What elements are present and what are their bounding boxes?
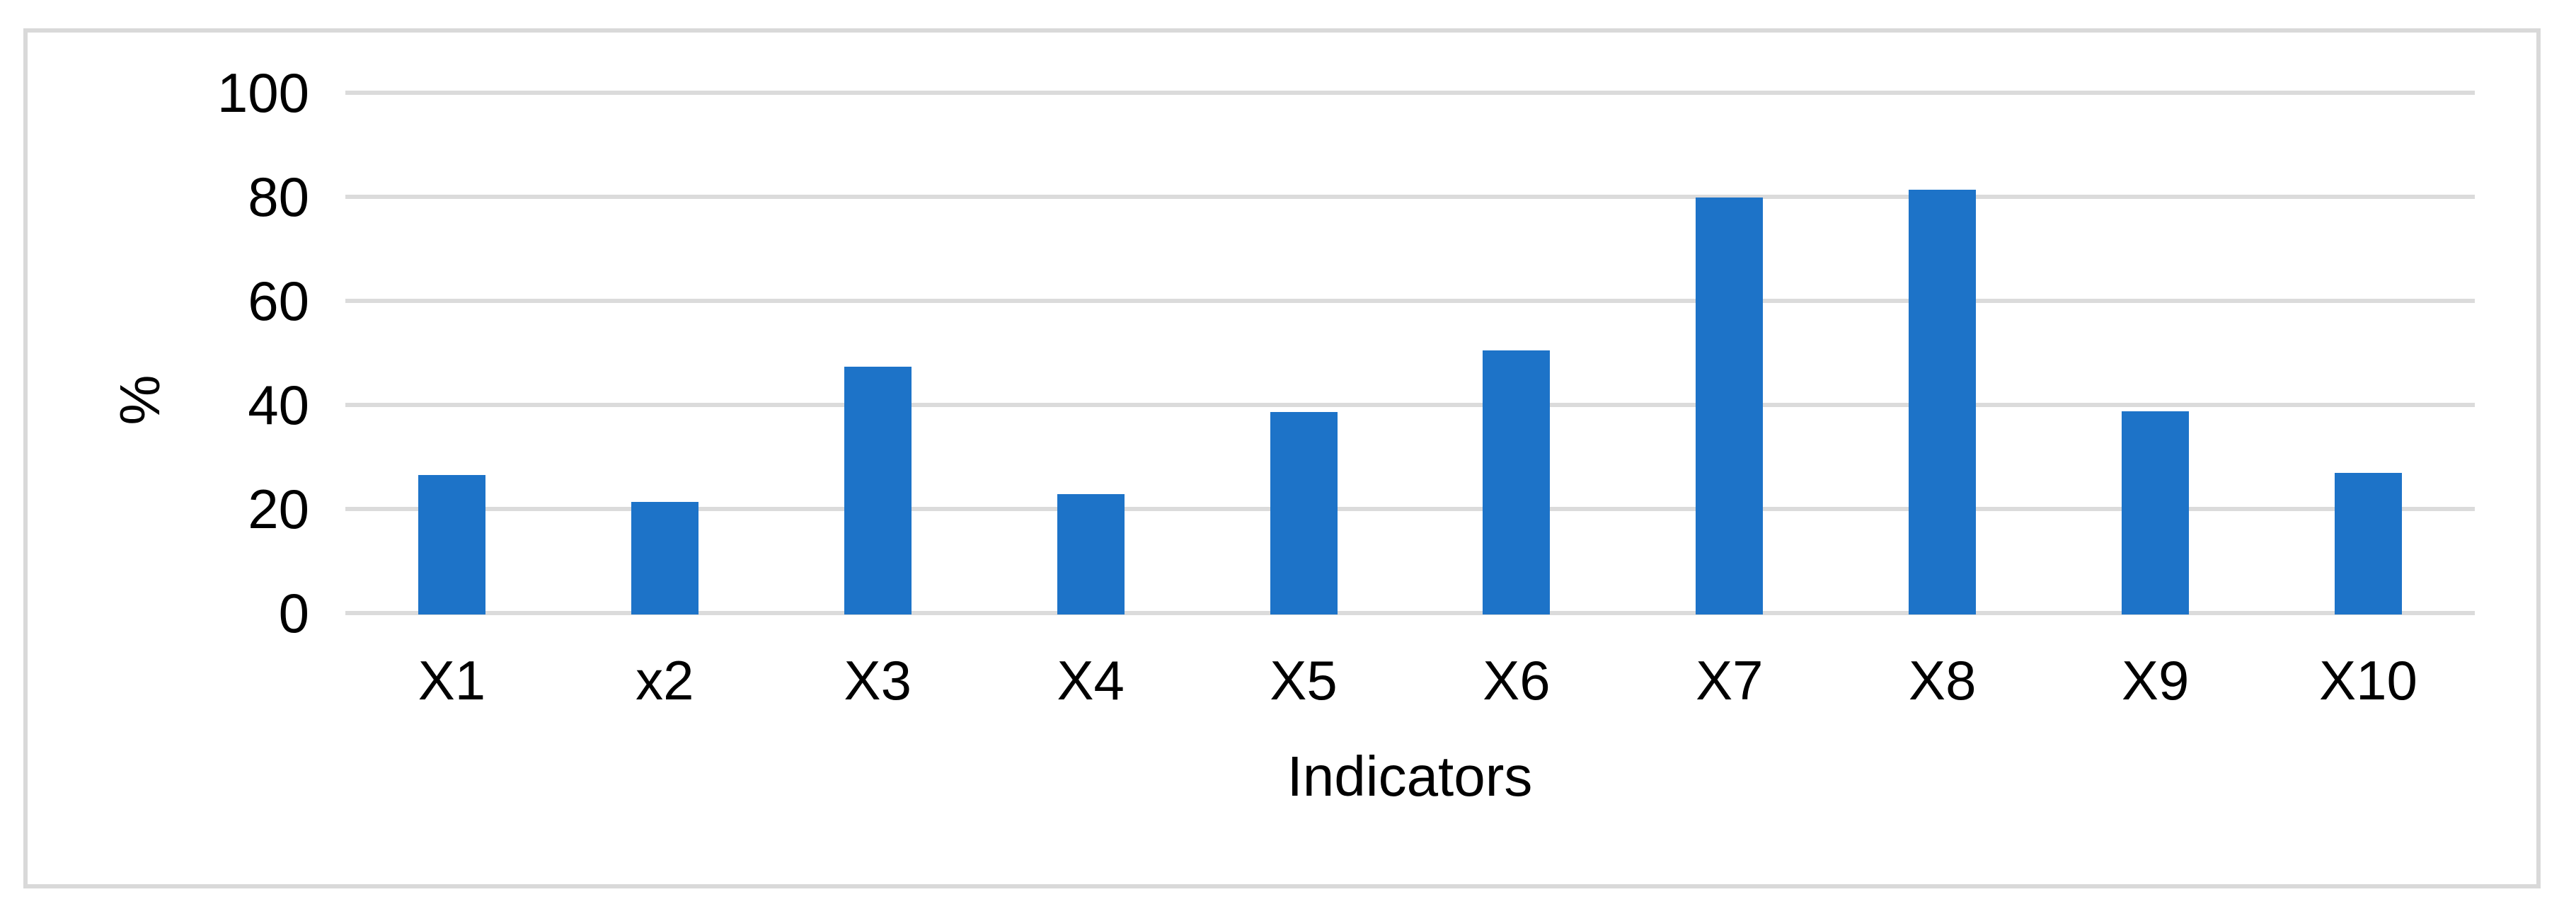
bar-X1 [418,475,485,614]
x-tick-label-X6: X6 [1483,649,1551,711]
bar-X8 [1909,189,1977,614]
x-tick-label-X5: X5 [1270,649,1338,711]
gridline-y-80 [345,195,2475,199]
y-tick-label-60: 60 [248,270,309,332]
bar-X7 [1696,197,1764,614]
bar-X5 [1270,412,1338,614]
y-tick-label-40: 40 [248,374,309,436]
y-tick-label-20: 20 [248,478,309,540]
y-tick-label-0: 0 [278,582,309,644]
bar-x2 [631,502,698,614]
x-axis-title: Indicators [1287,745,1533,808]
bar-X4 [1057,494,1125,614]
x-tick-label-X1: X1 [418,649,486,711]
y-tick-label-100: 100 [217,62,309,124]
x-tick-label-X4: X4 [1057,649,1125,711]
gridline-y-0 [345,611,2475,615]
x-tick-label-x2: x2 [636,649,694,711]
bar-X6 [1483,350,1551,614]
bar-X10 [2335,472,2403,614]
y-tick-label-80: 80 [248,166,309,228]
gridline-y-60 [345,299,2475,303]
gridline-y-40 [345,403,2475,407]
x-tick-label-X7: X7 [1696,649,1764,711]
y-axis-title: % [108,374,171,425]
x-tick-label-X9: X9 [2121,649,2190,711]
bar-X3 [844,366,912,614]
gridline-y-20 [345,507,2475,511]
x-tick-label-X8: X8 [1909,649,1977,711]
x-tick-label-X3: X3 [844,649,912,711]
gridline-y-100 [345,91,2475,95]
x-tick-label-X10: X10 [2319,649,2417,711]
bar-X9 [2122,411,2190,614]
